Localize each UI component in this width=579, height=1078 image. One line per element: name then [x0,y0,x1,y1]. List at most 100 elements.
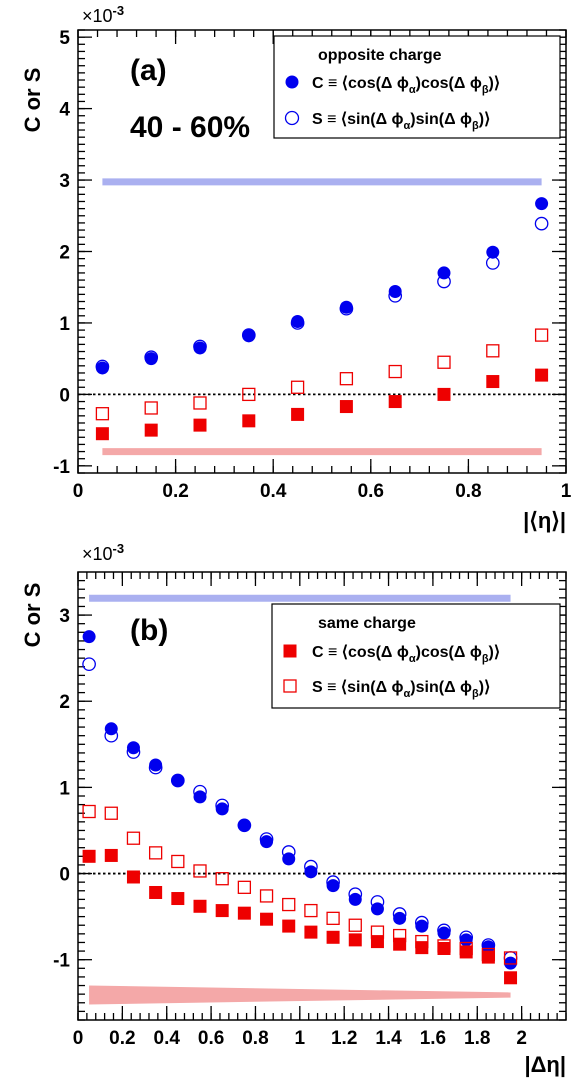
panel-b-point-opposite-c [282,852,296,866]
panel-a-x-tick-label: 1 [561,481,572,502]
panel-a-point-opposite-s [241,328,256,342]
panel-a-point-opposite-s [437,274,451,289]
panel-b-systematic-band-1 [89,594,511,602]
panel-a-x-tick-label: 0.8 [455,481,481,502]
panel-a-point-same-s [388,364,402,379]
panel-b-point-same-s [148,846,163,860]
panel-b-point-opposite-c [82,630,96,644]
panel-a-point-same-s [486,344,500,358]
panel-b-point-same-c [282,919,296,933]
panel-b-point-same-c [326,930,340,944]
panel-a-point-opposite-c [486,245,500,259]
panel-a-point-same-s [95,407,110,421]
panel-a-point-opposite-c [535,197,549,211]
panel-a: C or S ×10-3 (a) 40 - 60% |⟨η⟩| 0 0.2 0.4 0… [20,3,572,533]
panel-b-point-opposite-s [170,773,185,788]
panel-b-point-opposite-s [259,832,274,846]
panel-b-point-opposite-c [459,933,473,947]
panel-b-point-same-s [304,903,318,918]
panel-b-point-same-s [259,889,274,903]
panel-a-point-same-c [95,427,109,441]
panel-b-point-opposite-c [393,911,407,925]
panel-b-point-opposite-s [437,923,451,938]
panel-b-point-opposite-s [281,845,296,859]
panel-a-point-same-c [144,423,158,437]
panel-b-point-same-s [459,941,473,956]
panel-b-legend-entry-c: C ≡ ⟨cos(Δ ϕα)cos(Δ ϕβ)⟩ [312,644,500,665]
panel-b-point-opposite-s [126,745,141,759]
panel-a-point-opposite-s [388,288,403,303]
panel-b-point-same-c [437,941,451,955]
panel-a-point-opposite-c [388,285,402,299]
panel-b-x-tick-label: 1 [295,1028,306,1049]
panel-a-point-opposite-s [95,359,110,374]
panel-b-point-same-c [260,912,274,926]
panel-a-point-same-c [193,418,207,432]
panel-b-multiplier: ×10-3 [82,541,124,564]
panel-b-point-same-c [481,950,495,964]
panel-b-systematic-band-2 [89,985,511,1005]
panel-a-y-tick-label: 4 [59,100,70,121]
panel-b-point-same-s [171,854,185,869]
panel-a-label: (a) [130,54,167,87]
panel-b-point-same-s [392,928,407,943]
panel-a-y-tick-label: 3 [59,171,70,192]
panel-b-point-opposite-s [148,760,163,775]
panel-a-point-same-s [534,328,549,342]
panel-b-point-same-c [126,870,140,884]
panel-a-y-tick-label: 5 [59,28,70,49]
panel-b-point-opposite-c [348,892,362,906]
panel-a-legend-title: opposite charge [318,47,442,64]
panel-b-x-tick-label: 2 [516,1028,527,1049]
panel-b-point-same-c [149,885,163,899]
panel-a-point-opposite-s [193,339,207,354]
panel-b-point-same-s [370,925,385,939]
panel-b-point-same-c [393,937,407,951]
panel-b-legend-entry-s: S ≡ ⟨sin(Δ ϕα)sin(Δ ϕβ)⟩ [312,679,490,700]
panel-b-point-same-c [504,971,518,985]
panel-a-point-same-c [291,407,305,421]
panel-b-point-opposite-c [104,722,118,736]
panel-b-point-same-c [304,925,318,939]
panel-a-legend-entry-s: S ≡ ⟨sin(Δ ϕα)sin(Δ ϕβ)⟩ [312,111,490,132]
panel-b-point-opposite-s [348,887,363,902]
panel-b-point-same-s [437,939,451,953]
panel-a-legend-marker-c [285,75,299,89]
panel-b-x-tick-label: 0.4 [154,1028,181,1049]
panel-a-point-same-c [388,395,402,409]
panel-b-x-axis-title: |Δη| [524,1052,566,1077]
panel-a-point-same-s [339,372,354,386]
panel-a-legend-marker-s [284,110,300,126]
panel-b-multiplier-exponent: -3 [113,541,125,556]
panel-a-point-same-c [339,400,353,414]
panel-b-point-opposite-s [326,875,340,890]
panel-a-systematic-band-2 [102,448,542,456]
panel-b-legend: same charge C ≡ ⟨cos(Δ ϕα)cos(Δ ϕβ)⟩ S ≡… [271,603,561,709]
panel-b-legend-marker-s [283,679,297,693]
panel-a-multiplier-exponent: -3 [113,3,125,18]
panel-b-x-tick-label: 0.8 [242,1028,268,1049]
panel-a-point-same-s [437,355,451,369]
panel-b-point-opposite-c [171,773,185,787]
panel-b-point-same-c [237,906,251,920]
panel-b-x-tick-label: 0.2 [109,1028,135,1049]
panel-a-systematic-band-1 [102,178,542,186]
panel-b-point-same-s [126,831,141,845]
panel-a-y-tick-label: 0 [59,385,70,406]
panel-b-x-tick-label: 0 [73,1028,84,1049]
panel-a-y-tick-label: 2 [59,243,70,264]
panel-b-point-same-s [348,918,362,932]
panel-a-point-opposite-s [290,316,305,330]
panel-b-point-opposite-s [414,915,429,930]
panel-b-point-opposite-c [326,879,340,893]
panel-b-point-opposite-c [260,835,274,849]
panel-b-point-same-c [215,904,229,918]
panel-b-point-same-s [415,934,429,949]
panel-a-point-same-c [437,387,451,401]
panel-a-point-same-s [193,396,207,410]
panel-a-legend-box [273,35,561,139]
panel-a-y-axis-title: C or S [20,68,45,133]
panel-a-point-opposite-s [534,216,549,231]
panel-b-point-same-c [171,892,185,906]
panel-a-point-same-s [242,387,256,402]
